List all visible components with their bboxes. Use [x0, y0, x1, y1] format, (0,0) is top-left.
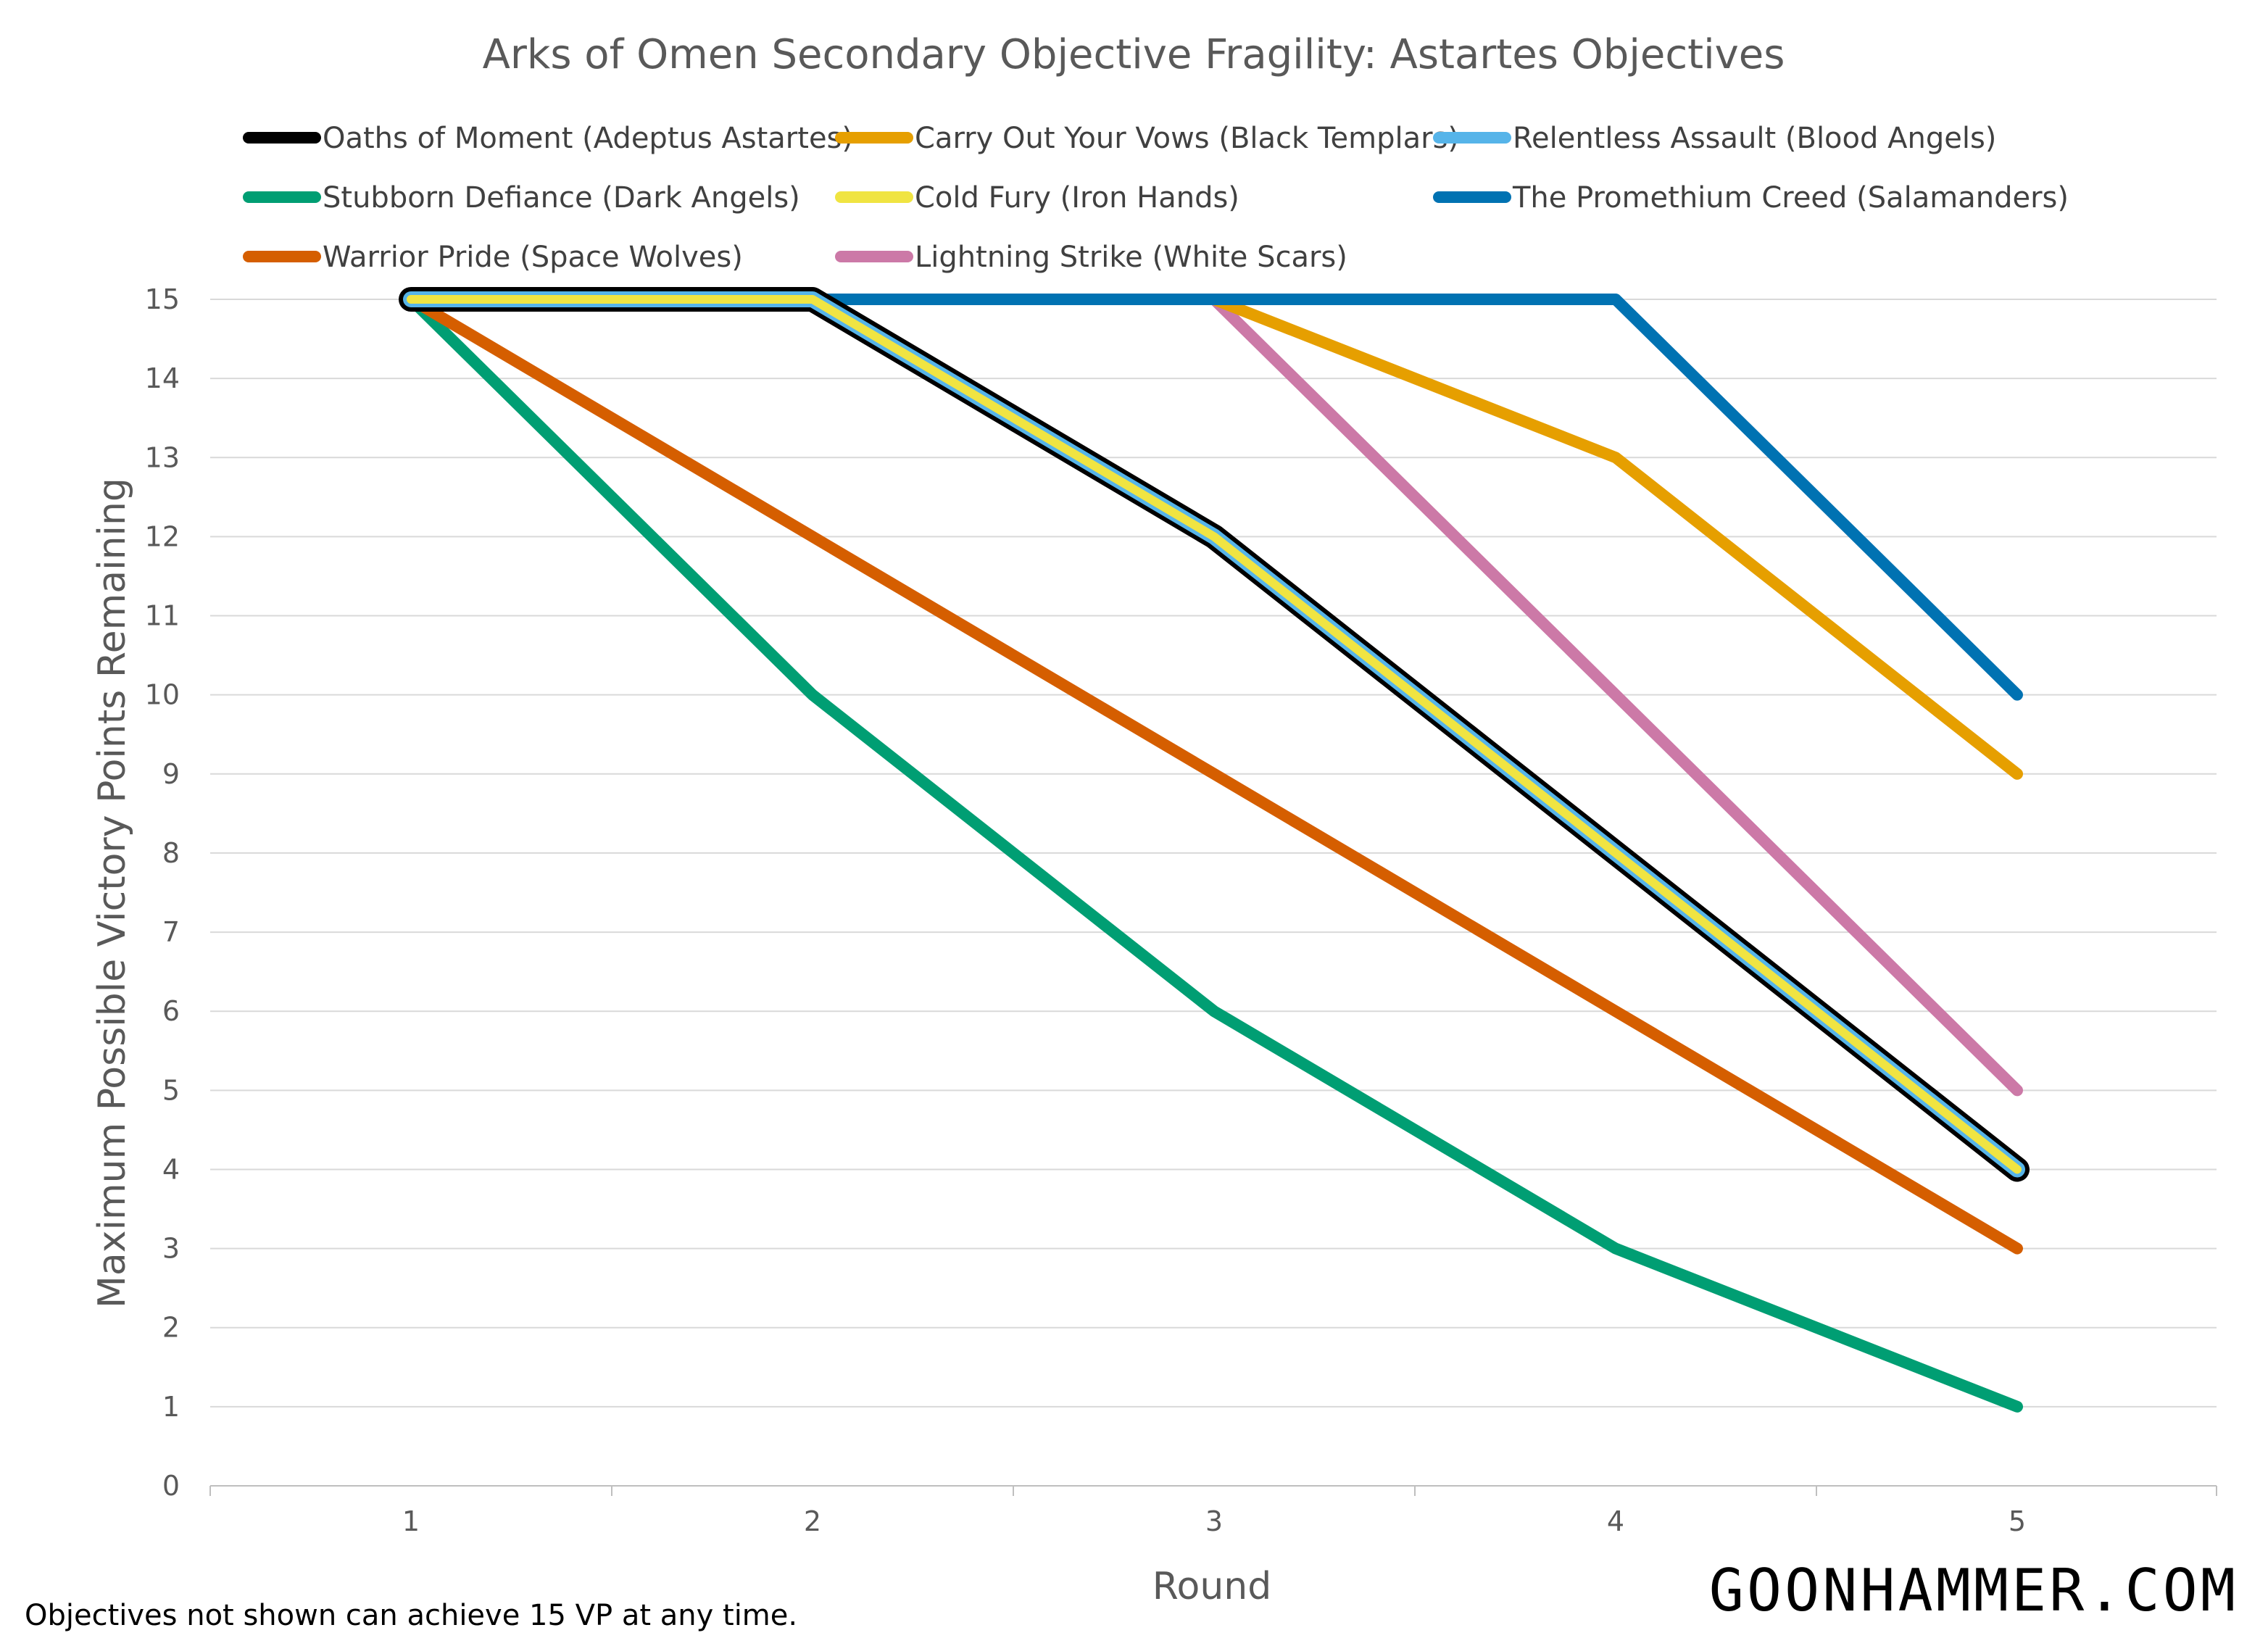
- y-tick-label: 5: [162, 1074, 180, 1106]
- chart-title: Arks of Omen Secondary Objective Fragili…: [483, 31, 1785, 78]
- y-tick-label: 10: [145, 679, 180, 711]
- y-tick-label: 4: [162, 1153, 180, 1185]
- y-tick-label: 14: [145, 362, 180, 394]
- legend-entry: Lightning Strike (White Scars): [915, 241, 1347, 274]
- legend-entry: The Promethium Creed (Salamanders): [1512, 181, 2069, 215]
- series-line: [405, 294, 2023, 1413]
- y-tick-label: 13: [145, 441, 180, 473]
- legend-entry: Stubborn Defiance (Dark Angels): [323, 181, 800, 215]
- series-lines: [399, 287, 2030, 1413]
- y-tick-label: 9: [162, 758, 180, 790]
- y-tick-label: 2: [162, 1312, 180, 1344]
- series-line: [405, 294, 2023, 1255]
- brand-logo: GOONHAMMER.COM: [1709, 1557, 2238, 1624]
- y-tick-label: 3: [162, 1233, 180, 1265]
- y-tick-label: 0: [162, 1470, 180, 1502]
- legend-entry: Relentless Assault (Blood Angels): [1513, 122, 1996, 155]
- y-tick-label: 11: [145, 600, 180, 632]
- x-axis: 1 2 3 4 5: [209, 1485, 2217, 1537]
- legend-entry: Carry Out Your Vows (Black Templars): [915, 122, 1459, 155]
- x-axis-label: Round: [1152, 1565, 1272, 1608]
- x-tick-label: 4: [1607, 1505, 1624, 1537]
- x-tick-label: 3: [1205, 1505, 1223, 1537]
- legend-entry: Warrior Pride (Space Wolves): [323, 241, 743, 274]
- y-tick-label: 1: [162, 1391, 180, 1423]
- legend-entry: Cold Fury (Iron Hands): [915, 181, 1239, 215]
- y-tick-label: 15: [145, 283, 180, 315]
- y-tick-label: 6: [162, 995, 180, 1027]
- x-tick-label: 1: [402, 1505, 420, 1537]
- y-tick-label: 8: [162, 837, 180, 869]
- y-tick-label: 7: [162, 916, 180, 948]
- series-line: [407, 295, 2022, 1174]
- legend: Oaths of Moment (Adeptus Astartes) Carry …: [243, 122, 2069, 274]
- y-tick-label: 12: [145, 520, 180, 552]
- legend-entry: Oaths of Moment (Adeptus Astartes): [323, 122, 853, 155]
- y-axis-label: Maximum Possible Victory Points Remainin…: [91, 478, 134, 1308]
- x-tick-label: 2: [804, 1505, 821, 1537]
- footnote: Objectives not shown can achieve 15 VP a…: [25, 1599, 797, 1632]
- x-tick-label: 5: [2009, 1505, 2026, 1537]
